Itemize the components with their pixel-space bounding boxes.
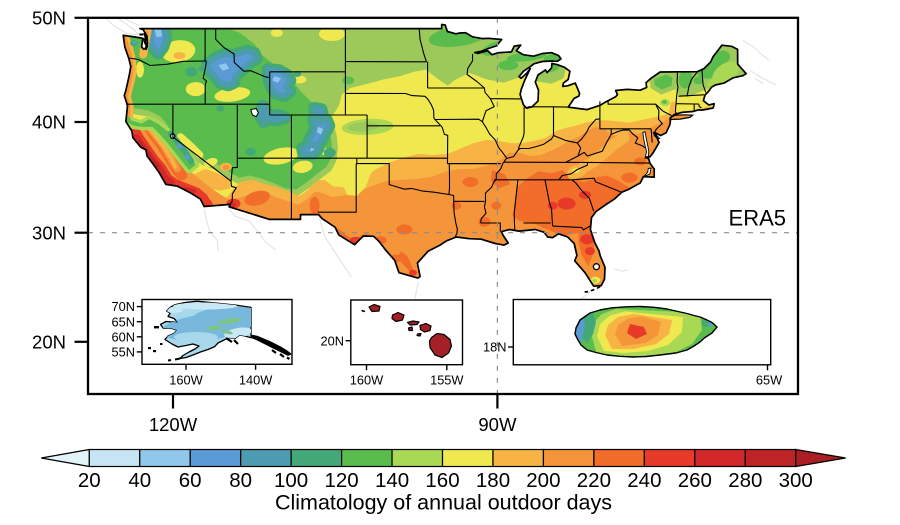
svg-text:260: 260 [678, 469, 712, 492]
svg-text:155W: 155W [430, 373, 464, 388]
svg-text:100: 100 [274, 469, 308, 492]
svg-text:160W: 160W [169, 373, 203, 388]
svg-text:40: 40 [128, 469, 151, 492]
svg-text:240: 240 [627, 469, 661, 492]
svg-text:120: 120 [324, 469, 358, 492]
svg-text:180: 180 [476, 469, 510, 492]
svg-text:ERA5: ERA5 [729, 205, 786, 230]
svg-text:20N: 20N [321, 333, 344, 348]
svg-text:20: 20 [78, 469, 101, 492]
svg-text:220: 220 [577, 469, 611, 492]
svg-text:Climatology of annual outdoor: Climatology of annual outdoor days [275, 491, 612, 515]
svg-text:300: 300 [779, 469, 813, 492]
svg-text:60: 60 [179, 469, 202, 492]
svg-text:60N: 60N [112, 329, 135, 344]
svg-text:55N: 55N [112, 345, 135, 360]
svg-text:65N: 65N [112, 314, 135, 329]
svg-text:80: 80 [229, 469, 252, 492]
svg-text:40N: 40N [32, 112, 66, 133]
svg-text:18N: 18N [483, 340, 506, 355]
svg-text:120W: 120W [149, 414, 198, 435]
svg-text:140: 140 [375, 469, 409, 492]
svg-text:280: 280 [728, 469, 762, 492]
svg-text:200: 200 [526, 469, 560, 492]
svg-text:140W: 140W [239, 373, 273, 388]
svg-text:20N: 20N [32, 332, 66, 353]
svg-text:70N: 70N [112, 299, 135, 314]
svg-text:90W: 90W [478, 414, 517, 435]
svg-text:30N: 30N [32, 222, 66, 243]
svg-text:160W: 160W [350, 373, 384, 388]
svg-text:160: 160 [425, 469, 459, 492]
svg-text:65W: 65W [756, 373, 783, 388]
svg-text:50N: 50N [32, 8, 66, 29]
